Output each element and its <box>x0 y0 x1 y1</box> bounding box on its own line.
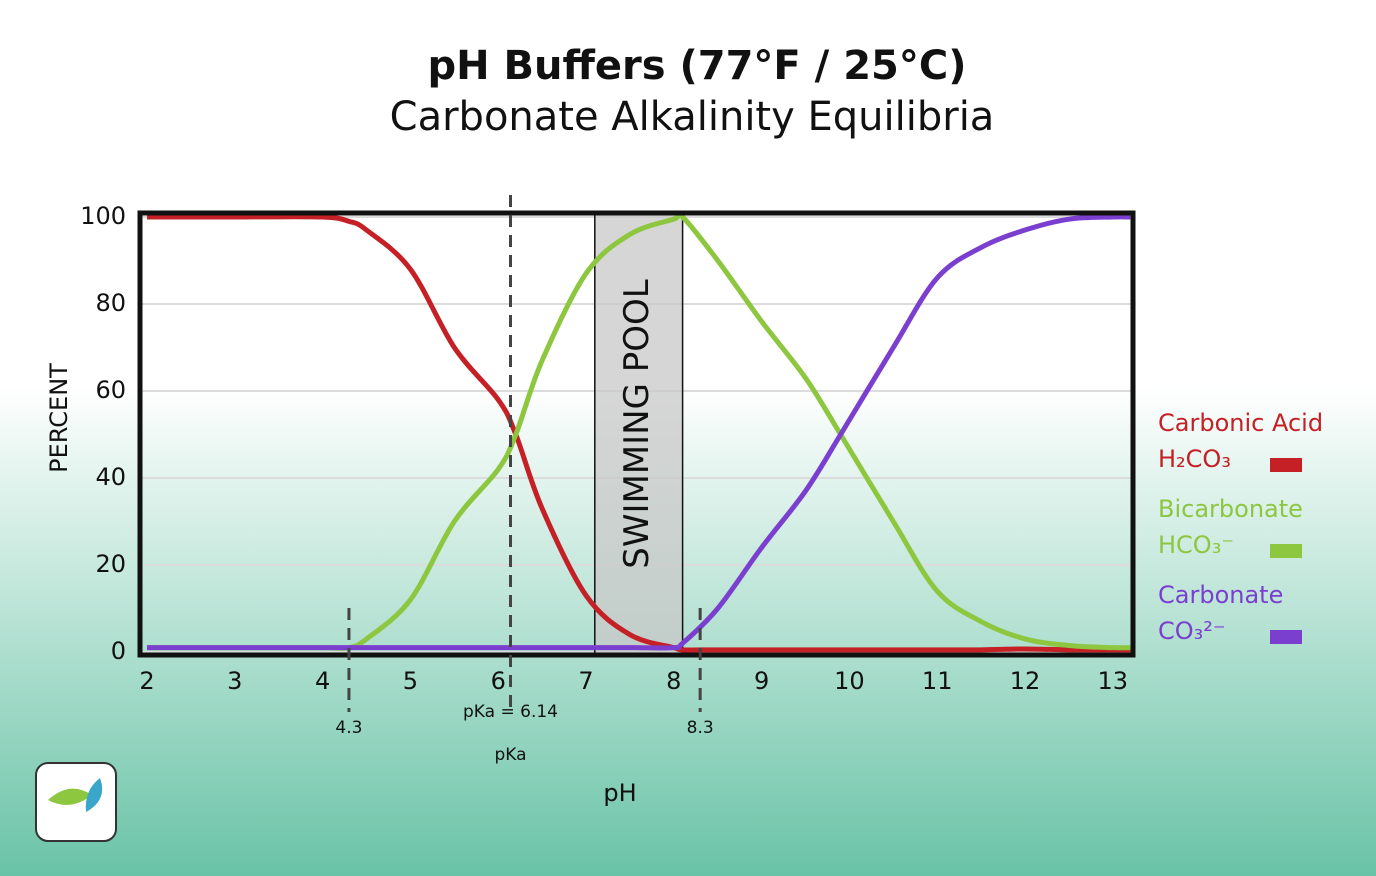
marker-label: 4.3 <box>335 718 362 738</box>
x-tick-label: 8 <box>666 667 681 695</box>
marker-label: 8.3 <box>687 718 714 738</box>
y-axis-label: PERCENT <box>45 363 73 473</box>
y-tick-label: 20 <box>95 550 126 578</box>
x-tick-label: 7 <box>578 667 593 695</box>
x-tick-label: 5 <box>403 667 418 695</box>
x-tick-label: 12 <box>1010 667 1041 695</box>
marker-label: pKa = 6.14 <box>463 702 558 722</box>
series-line <box>147 214 1131 651</box>
legend-name: Bicarbonate <box>1158 495 1303 523</box>
legend-formula: H₂CO₃ <box>1158 445 1231 473</box>
x-tick-label: 2 <box>139 667 154 695</box>
series-line <box>147 214 1131 653</box>
x-tick-label: 4 <box>315 667 330 695</box>
legend-swatch <box>1270 544 1302 558</box>
x-tick-label: 11 <box>922 667 953 695</box>
x-tick-label: 9 <box>754 667 769 695</box>
logo <box>35 762 117 842</box>
legend-formula: HCO₃⁻ <box>1158 531 1234 559</box>
legend-name: Carbonate <box>1158 581 1283 609</box>
y-tick-label: 80 <box>95 289 126 317</box>
chart-title: pH Buffers (77°F / 25°C) <box>427 43 966 89</box>
x-tick-label: 6 <box>491 667 506 695</box>
series-line <box>147 211 1131 651</box>
plot-frame <box>137 210 1136 658</box>
legend-swatch <box>1270 630 1302 644</box>
pool-region <box>594 212 684 656</box>
y-tick-label: 60 <box>95 376 126 404</box>
legend-name: Carbonic Acid <box>1158 409 1323 437</box>
x-tick-label: 10 <box>834 667 865 695</box>
y-tick-label: 40 <box>95 463 126 491</box>
marker-note: pKa <box>494 745 526 765</box>
y-tick-label: 0 <box>111 637 126 665</box>
pool-label: SWIMMING POOL <box>617 279 657 569</box>
y-tick-label: 100 <box>80 202 126 230</box>
legend-formula: CO₃²⁻ <box>1158 617 1226 645</box>
x-tick-label: 3 <box>227 667 242 695</box>
x-axis-label: pH <box>603 779 636 807</box>
chart-subtitle: Carbonate Alkalinity Equilibria <box>390 94 995 140</box>
legend-swatch <box>1270 458 1302 472</box>
x-tick-label: 13 <box>1098 667 1129 695</box>
